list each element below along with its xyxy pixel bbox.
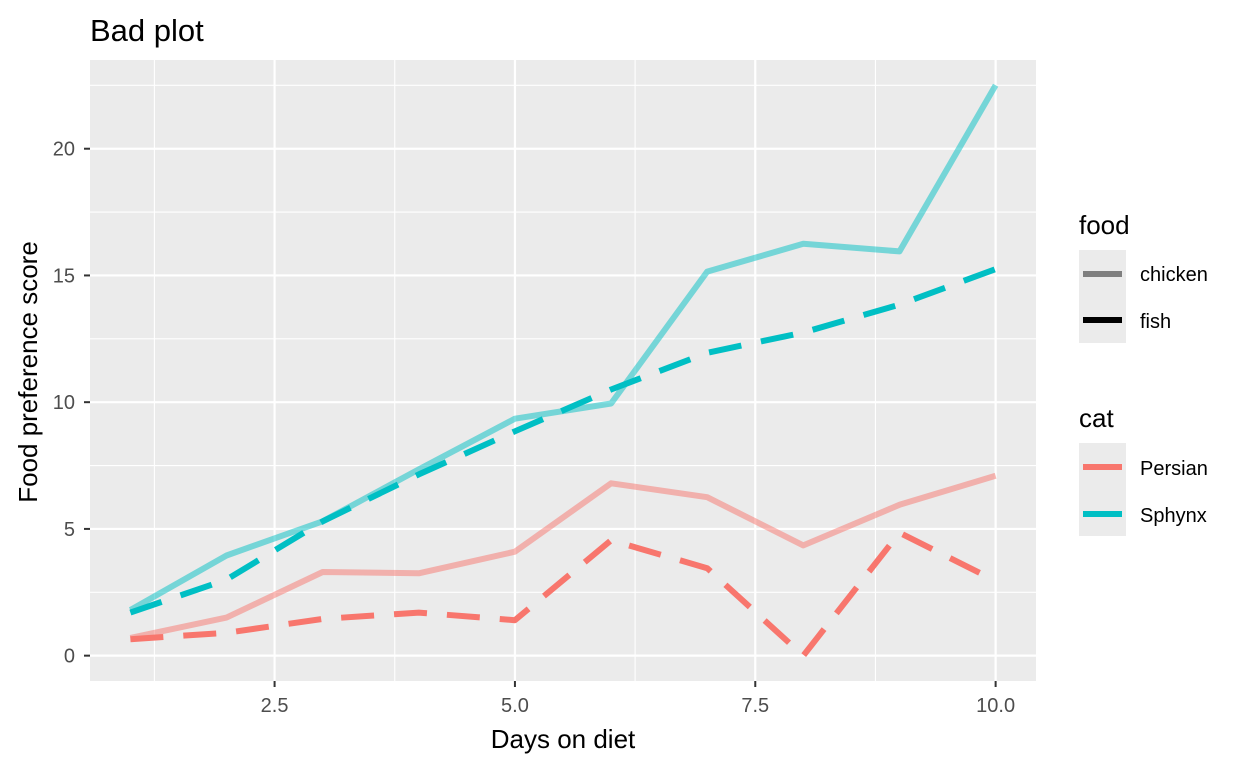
x-axis-title: Days on diet (491, 724, 636, 754)
y-axis-title: Food preference score (13, 241, 43, 503)
series-line-sphynx-fish (129, 266, 997, 616)
legend-food-key-background (1079, 250, 1126, 343)
legend-cat-label-sphynx: Sphynx (1140, 505, 1207, 527)
plot-panel (90, 60, 1036, 681)
series-line-persian-chicken (129, 472, 997, 641)
x-axis: 2.5 5.0 7.5 10.0 (261, 681, 1015, 717)
legend-cat: cat Persian Sphynx (1079, 403, 1208, 536)
legend-food: food chicken fish (1079, 210, 1208, 343)
y-tick-label: 20 (53, 139, 75, 161)
y-axis: 0 5 10 15 20 (53, 139, 90, 668)
x-tick-label: 5.0 (501, 695, 529, 717)
x-tick-label: 10.0 (976, 695, 1015, 717)
series-line-persian-fish (130, 529, 997, 659)
legend-food-title: food (1079, 210, 1130, 240)
legend-cat-label-persian: Persian (1140, 458, 1208, 480)
legend-cat-title: cat (1079, 403, 1114, 433)
legend-cat-key-background (1079, 443, 1126, 536)
major-gridlines (90, 60, 1036, 681)
y-tick-label: 0 (64, 646, 75, 668)
y-tick-label: 10 (53, 392, 75, 414)
legend-food-label-chicken: chicken (1140, 264, 1208, 286)
series-lines (128, 83, 999, 659)
y-tick-label: 15 (53, 265, 75, 287)
legend-food-label-fish: fish (1140, 311, 1171, 333)
x-tick-label: 7.5 (741, 695, 769, 717)
y-tick-label: 5 (64, 519, 75, 541)
x-tick-label: 2.5 (261, 695, 289, 717)
chart-title: Bad plot (90, 13, 204, 48)
panel-background (90, 60, 1036, 681)
minor-gridlines (90, 60, 1036, 681)
